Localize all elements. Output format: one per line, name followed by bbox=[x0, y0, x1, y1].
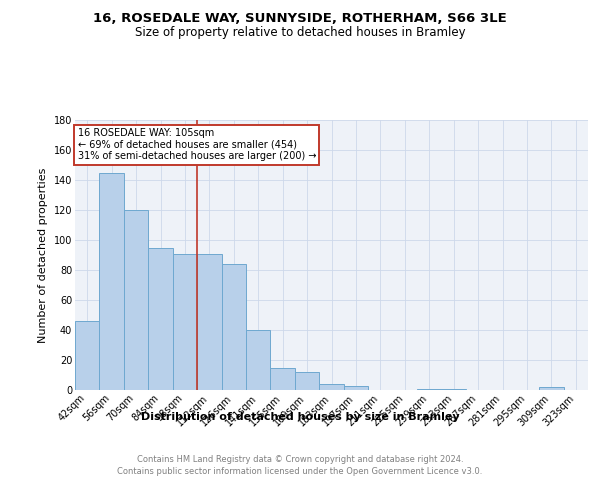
Bar bbox=[319, 384, 344, 390]
Text: Contains public sector information licensed under the Open Government Licence v3: Contains public sector information licen… bbox=[118, 468, 482, 476]
Bar bbox=[197, 254, 221, 390]
Text: Size of property relative to detached houses in Bramley: Size of property relative to detached ho… bbox=[134, 26, 466, 39]
Bar bbox=[124, 210, 148, 390]
Text: 16 ROSEDALE WAY: 105sqm
← 69% of detached houses are smaller (454)
31% of semi-d: 16 ROSEDALE WAY: 105sqm ← 69% of detache… bbox=[77, 128, 316, 162]
Bar bbox=[75, 321, 100, 390]
Bar bbox=[271, 368, 295, 390]
Y-axis label: Number of detached properties: Number of detached properties bbox=[38, 168, 48, 342]
Bar bbox=[344, 386, 368, 390]
Bar bbox=[539, 387, 563, 390]
Bar bbox=[295, 372, 319, 390]
Bar bbox=[246, 330, 271, 390]
Text: 16, ROSEDALE WAY, SUNNYSIDE, ROTHERHAM, S66 3LE: 16, ROSEDALE WAY, SUNNYSIDE, ROTHERHAM, … bbox=[93, 12, 507, 26]
Bar bbox=[221, 264, 246, 390]
Bar bbox=[173, 254, 197, 390]
Bar bbox=[442, 388, 466, 390]
Text: Contains HM Land Registry data © Crown copyright and database right 2024.: Contains HM Land Registry data © Crown c… bbox=[137, 455, 463, 464]
Bar bbox=[417, 388, 442, 390]
Text: Distribution of detached houses by size in Bramley: Distribution of detached houses by size … bbox=[140, 412, 460, 422]
Bar bbox=[148, 248, 173, 390]
Bar bbox=[100, 172, 124, 390]
